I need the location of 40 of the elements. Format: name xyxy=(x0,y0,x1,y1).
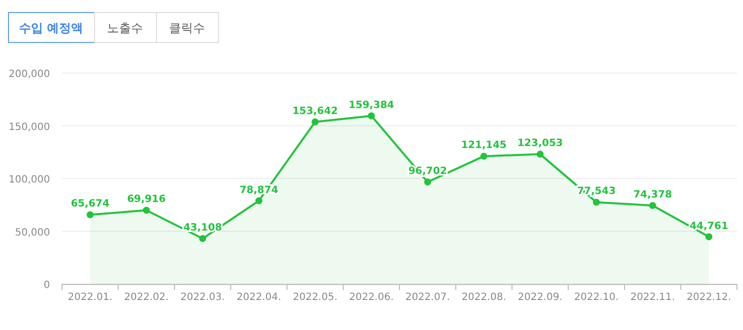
x-tick-label: 2022.07. xyxy=(405,292,450,303)
y-tick-label: 0 xyxy=(44,280,50,291)
point xyxy=(312,118,319,126)
x-tick-label: 2022.01. xyxy=(68,292,112,303)
point xyxy=(592,198,600,206)
x-tick-label: 2022.03. xyxy=(180,292,225,303)
x-tick-label: 2022.09. xyxy=(518,292,562,303)
point xyxy=(255,197,262,204)
data-label: 74,378 xyxy=(633,190,672,201)
data-label: 65,674 xyxy=(70,198,110,210)
point xyxy=(86,211,94,218)
point xyxy=(199,235,206,242)
y-tick-label: 150,000 xyxy=(8,122,50,133)
x-tick-label: 2022.10. xyxy=(574,292,619,303)
y-tick-label: 50,000 xyxy=(15,227,50,238)
x-tick-label: 2022.04. xyxy=(236,292,282,303)
x-tick-label: 2022.06. xyxy=(349,292,394,303)
x-tick-label: 2022.08. xyxy=(462,292,506,303)
x-tick-label: 2022.11. xyxy=(630,292,675,303)
data-label: 123,053 xyxy=(517,138,563,150)
data-label: 44,761 xyxy=(690,220,728,232)
x-tick-label: 2022.05. xyxy=(292,292,338,303)
point xyxy=(649,202,656,210)
y-tick-label: 200,000 xyxy=(8,69,50,80)
text: 클릭수 xyxy=(169,21,205,35)
x-tick-label: 2022.02. xyxy=(124,292,169,303)
point xyxy=(424,178,432,186)
point xyxy=(480,152,488,160)
y-tick-label: 100,000 xyxy=(8,174,50,186)
x-tick-label: 2022.12. xyxy=(686,292,732,303)
data-label: 69,916 xyxy=(127,194,166,206)
text: 수입 예정액 xyxy=(18,21,84,35)
data-label: 153,642 xyxy=(292,106,338,117)
data-label: 159,384 xyxy=(348,100,394,111)
point xyxy=(142,206,150,214)
data-label: 121,145 xyxy=(461,140,507,152)
point xyxy=(705,233,712,240)
point xyxy=(536,150,544,158)
text: 노출수 xyxy=(107,21,143,35)
point xyxy=(368,112,375,120)
